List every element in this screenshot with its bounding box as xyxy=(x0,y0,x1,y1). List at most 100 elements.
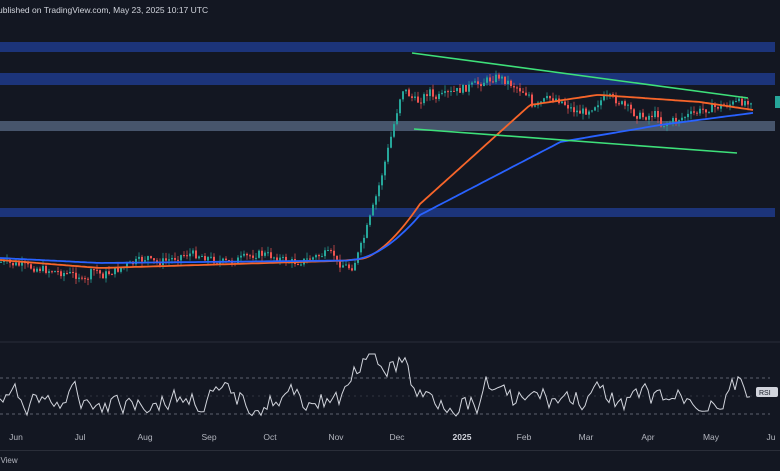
candle-body xyxy=(51,271,53,273)
candle-body xyxy=(135,258,137,265)
candle-body xyxy=(672,117,674,123)
candle-body xyxy=(648,115,650,120)
candle-body xyxy=(627,104,629,106)
candle-body xyxy=(381,175,383,186)
candle-body xyxy=(441,92,443,94)
candle-body xyxy=(531,94,533,107)
candle-body xyxy=(411,96,413,98)
candle-body xyxy=(549,95,551,99)
candle-body xyxy=(36,268,38,272)
candle-body xyxy=(510,80,512,87)
candle-body xyxy=(579,110,581,114)
candle-body xyxy=(450,90,452,93)
candle-body xyxy=(324,250,326,257)
candle-body xyxy=(693,111,695,113)
candle-body xyxy=(120,267,122,272)
candle-body xyxy=(522,91,524,93)
candle-body xyxy=(39,268,41,272)
x-tick-label: Sep xyxy=(201,432,216,442)
candle-body xyxy=(480,84,482,87)
candle-body xyxy=(405,89,407,92)
candle-body xyxy=(249,255,251,257)
candle-body xyxy=(309,258,311,260)
candle-body xyxy=(72,271,74,273)
footer-bar: gView xyxy=(0,450,780,471)
candle-body xyxy=(399,99,401,114)
candle-body xyxy=(126,263,128,267)
rsi-tag-bg xyxy=(756,387,778,397)
candle-body xyxy=(66,272,68,274)
candle-body xyxy=(468,84,470,92)
candle-body xyxy=(501,76,503,79)
candle-body xyxy=(315,255,317,258)
candle-body xyxy=(528,94,530,96)
x-tick-label: 2025 xyxy=(453,432,472,442)
rsi-pane: RSI xyxy=(0,353,778,417)
candle-body xyxy=(15,262,17,266)
candle-body xyxy=(321,256,323,258)
candle-body xyxy=(273,257,275,259)
candle-body xyxy=(582,108,584,114)
candle-body xyxy=(366,224,368,238)
candle-body xyxy=(477,81,479,85)
candle-body xyxy=(327,250,329,252)
candle-body xyxy=(426,94,428,97)
candle-body xyxy=(150,256,152,259)
rsi-line xyxy=(0,353,751,417)
candle-body xyxy=(732,101,734,105)
candle-body xyxy=(276,257,278,262)
candle-body xyxy=(630,104,632,110)
candle-body xyxy=(465,84,467,92)
candle-body xyxy=(222,258,224,261)
candle-body xyxy=(357,252,359,263)
candle-body xyxy=(453,90,455,92)
candle-body xyxy=(534,105,536,107)
candle-body xyxy=(306,258,308,260)
candle-body xyxy=(69,271,71,274)
candle-body xyxy=(507,80,509,84)
published-text: ublished on TradingView.com, May 23, 202… xyxy=(0,5,209,15)
candle-body xyxy=(48,271,50,273)
candle-body xyxy=(387,147,389,162)
candle-body xyxy=(663,125,665,127)
brand-text: gView xyxy=(0,456,18,465)
candle-body xyxy=(81,277,83,279)
candle-body xyxy=(519,88,521,92)
candle-body xyxy=(612,94,614,96)
candle-body xyxy=(597,105,599,108)
publish-header: ublished on TradingView.com, May 23, 202… xyxy=(0,0,780,20)
candle-body xyxy=(585,108,587,115)
candle-body xyxy=(375,196,377,205)
lower-trendline xyxy=(413,128,738,154)
candle-body xyxy=(147,256,149,261)
candle-body xyxy=(156,260,158,262)
candle-body xyxy=(609,94,611,96)
x-tick-label: Feb xyxy=(517,432,532,442)
candle-body xyxy=(255,257,257,259)
ma-blue-line xyxy=(0,112,754,264)
candle-body xyxy=(462,84,464,93)
candle-body xyxy=(618,103,620,105)
candle-body xyxy=(87,278,89,280)
candle-body xyxy=(684,117,686,119)
candle-body xyxy=(384,161,386,176)
support-zone-2 xyxy=(0,208,775,217)
candle-body xyxy=(708,112,710,114)
candle-body xyxy=(738,98,740,102)
candle-body xyxy=(690,111,692,114)
candle-body xyxy=(552,98,554,101)
candle-body xyxy=(417,96,419,103)
x-tick-label: Mar xyxy=(579,432,594,442)
candle-body xyxy=(492,81,494,83)
candle-body xyxy=(711,103,713,113)
candle-body xyxy=(615,95,617,104)
candle-body xyxy=(702,108,704,110)
candle-body xyxy=(279,257,281,262)
candle-body xyxy=(192,250,194,254)
candle-body xyxy=(735,101,737,103)
candle-body xyxy=(546,95,548,99)
candle-body xyxy=(267,252,269,254)
candle-body xyxy=(414,96,416,98)
candle-body xyxy=(90,269,92,280)
